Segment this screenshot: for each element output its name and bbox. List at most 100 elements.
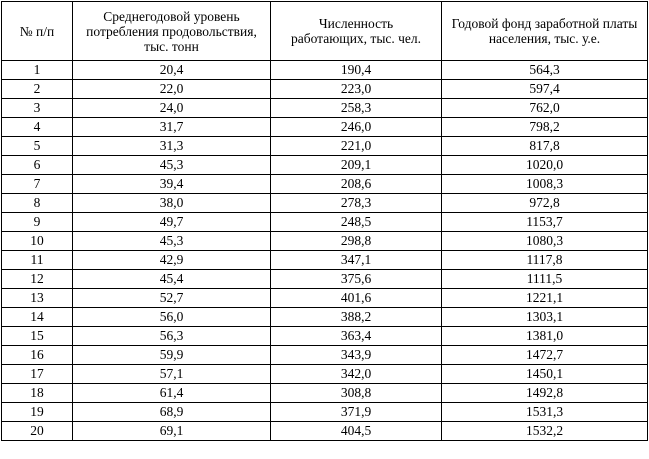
table-row: 9 49,7 248,5 1153,7: [1, 212, 648, 232]
food-consumption-cell: 59,9: [72, 345, 271, 365]
table-row: 16 59,9 343,9 1472,7: [1, 345, 648, 365]
employees-cell: 342,0: [270, 364, 442, 384]
wage-fund-cell: 597,4: [441, 79, 648, 99]
table-row: 18 61,4 308,8 1492,8: [1, 383, 648, 403]
wage-fund-cell: 1450,1: [441, 364, 648, 384]
wage-fund-cell: 1381,0: [441, 326, 648, 346]
wage-fund-cell: 1532,2: [441, 421, 648, 441]
table-row: 4 31,7 246,0 798,2: [1, 117, 648, 137]
wage-fund-cell: 1153,7: [441, 212, 648, 232]
wage-fund-cell: 564,3: [441, 60, 648, 80]
row-number-cell: 15: [1, 326, 73, 346]
table-row: 14 56,0 388,2 1303,1: [1, 307, 648, 327]
header-food-consumption: Среднегодовой уровень потребления продов…: [72, 1, 271, 61]
food-consumption-cell: 24,0: [72, 98, 271, 118]
table-row: 20 69,1 404,5 1532,2: [1, 421, 648, 441]
data-table: № п/п Среднегодовой уровень потребления …: [1, 1, 648, 441]
employees-cell: 375,6: [270, 269, 442, 289]
wage-fund-cell: 1080,3: [441, 231, 648, 251]
row-number-cell: 18: [1, 383, 73, 403]
employees-cell: 388,2: [270, 307, 442, 327]
food-consumption-cell: 52,7: [72, 288, 271, 308]
table-row: 8 38,0 278,3 972,8: [1, 193, 648, 213]
food-consumption-cell: 22,0: [72, 79, 271, 99]
employees-cell: 209,1: [270, 155, 442, 175]
food-consumption-cell: 45,3: [72, 231, 271, 251]
row-number-cell: 17: [1, 364, 73, 384]
table-row: 13 52,7 401,6 1221,1: [1, 288, 648, 308]
row-number-cell: 7: [1, 174, 73, 194]
food-consumption-cell: 38,0: [72, 193, 271, 213]
row-number-cell: 14: [1, 307, 73, 327]
employees-cell: 278,3: [270, 193, 442, 213]
employees-cell: 343,9: [270, 345, 442, 365]
row-number-cell: 6: [1, 155, 73, 175]
food-consumption-cell: 31,7: [72, 117, 271, 137]
wage-fund-cell: 798,2: [441, 117, 648, 137]
table-row: 15 56,3 363,4 1381,0: [1, 326, 648, 346]
row-number-cell: 12: [1, 269, 73, 289]
wage-fund-cell: 1303,1: [441, 307, 648, 327]
food-consumption-cell: 45,3: [72, 155, 271, 175]
employees-cell: 308,8: [270, 383, 442, 403]
table-row: 10 45,3 298,8 1080,3: [1, 231, 648, 251]
employees-cell: 363,4: [270, 326, 442, 346]
food-consumption-cell: 49,7: [72, 212, 271, 232]
header-row: № п/п Среднегодовой уровень потребления …: [1, 1, 648, 61]
wage-fund-cell: 1492,8: [441, 383, 648, 403]
food-consumption-cell: 68,9: [72, 402, 271, 422]
wage-fund-cell: 972,8: [441, 193, 648, 213]
employees-cell: 258,3: [270, 98, 442, 118]
row-number-cell: 13: [1, 288, 73, 308]
wage-fund-cell: 1472,7: [441, 345, 648, 365]
wage-fund-cell: 762,0: [441, 98, 648, 118]
employees-cell: 298,8: [270, 231, 442, 251]
food-consumption-cell: 56,3: [72, 326, 271, 346]
wage-fund-cell: 1008,3: [441, 174, 648, 194]
wage-fund-cell: 1117,8: [441, 250, 648, 270]
food-consumption-cell: 42,9: [72, 250, 271, 270]
food-consumption-cell: 45,4: [72, 269, 271, 289]
row-number-cell: 10: [1, 231, 73, 251]
table-row: 17 57,1 342,0 1450,1: [1, 364, 648, 384]
employees-cell: 221,0: [270, 136, 442, 156]
table-row: 6 45,3 209,1 1020,0: [1, 155, 648, 175]
header-employees: Численность работающих, тыс. чел.: [270, 1, 442, 61]
table-row: 1 20,4 190,4 564,3: [1, 60, 648, 80]
wage-fund-cell: 1111,5: [441, 269, 648, 289]
table-row: 19 68,9 371,9 1531,3: [1, 402, 648, 422]
row-number-cell: 19: [1, 402, 73, 422]
employees-cell: 246,0: [270, 117, 442, 137]
wage-fund-cell: 1020,0: [441, 155, 648, 175]
table-row: 12 45,4 375,6 1111,5: [1, 269, 648, 289]
wage-fund-cell: 817,8: [441, 136, 648, 156]
row-number-cell: 1: [1, 60, 73, 80]
food-consumption-cell: 61,4: [72, 383, 271, 403]
row-number-cell: 9: [1, 212, 73, 232]
wage-fund-cell: 1221,1: [441, 288, 648, 308]
table-header: № п/п Среднегодовой уровень потребления …: [1, 1, 648, 61]
food-consumption-cell: 57,1: [72, 364, 271, 384]
row-number-cell: 8: [1, 193, 73, 213]
header-row-number: № п/п: [1, 1, 73, 61]
row-number-cell: 4: [1, 117, 73, 137]
row-number-cell: 20: [1, 421, 73, 441]
employees-cell: 190,4: [270, 60, 442, 80]
food-consumption-cell: 39,4: [72, 174, 271, 194]
row-number-cell: 2: [1, 79, 73, 99]
table-row: 11 42,9 347,1 1117,8: [1, 250, 648, 270]
employees-cell: 208,6: [270, 174, 442, 194]
table-row: 3 24,0 258,3 762,0: [1, 98, 648, 118]
row-number-cell: 11: [1, 250, 73, 270]
food-consumption-cell: 56,0: [72, 307, 271, 327]
wage-fund-cell: 1531,3: [441, 402, 648, 422]
header-wage-fund: Годовой фонд заработной платы населения,…: [441, 1, 648, 61]
employees-cell: 371,9: [270, 402, 442, 422]
employees-cell: 401,6: [270, 288, 442, 308]
table-row: 7 39,4 208,6 1008,3: [1, 174, 648, 194]
food-consumption-cell: 69,1: [72, 421, 271, 441]
employees-cell: 404,5: [270, 421, 442, 441]
food-consumption-cell: 20,4: [72, 60, 271, 80]
table-row: 2 22,0 223,0 597,4: [1, 79, 648, 99]
row-number-cell: 16: [1, 345, 73, 365]
